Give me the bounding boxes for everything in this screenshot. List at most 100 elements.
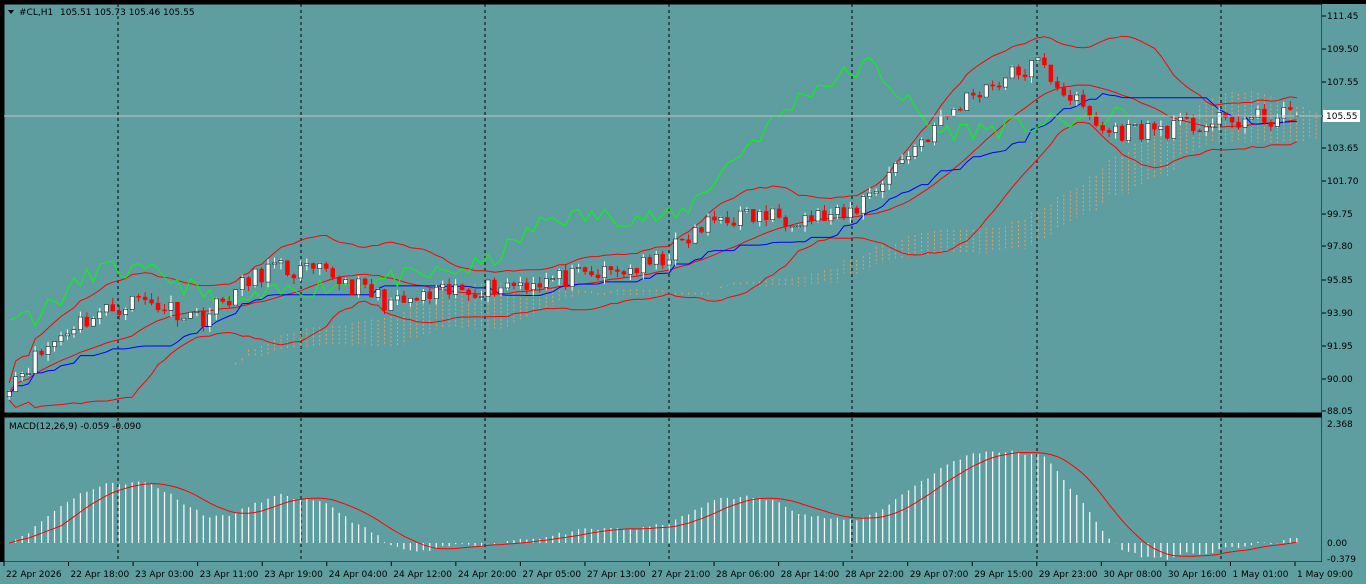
candle-body [453, 284, 458, 295]
candle-body [938, 115, 944, 126]
candle-body [6, 391, 12, 397]
candle-body [828, 214, 834, 222]
candle-body [634, 268, 640, 274]
candle-body [628, 268, 633, 275]
triangle-down-icon[interactable] [8, 10, 14, 14]
candle-body [472, 294, 478, 298]
candle-body [1126, 124, 1131, 141]
candle-body [563, 270, 568, 287]
candle-body [1158, 126, 1164, 130]
candle-body [576, 267, 581, 269]
candle-body [188, 312, 193, 319]
candle-body [1203, 126, 1209, 132]
candle-body [977, 94, 982, 98]
candle-body [621, 271, 627, 275]
candle-body [822, 210, 827, 222]
candle-body [705, 216, 711, 233]
candle-body [1145, 123, 1151, 140]
candle-body [1171, 120, 1177, 139]
macd-histogram [9, 450, 1298, 560]
candle-body [958, 108, 963, 111]
time-tick-label: 29 Apr 23:00 [1039, 570, 1098, 580]
candle-body [84, 316, 90, 327]
candle-body [848, 207, 853, 219]
candle-body [1249, 117, 1254, 120]
candle-body [246, 277, 251, 287]
candle-body [78, 316, 83, 330]
candle-body [201, 311, 206, 327]
candle-body [712, 216, 717, 221]
candle-body [1113, 125, 1118, 133]
candle-body [142, 296, 148, 300]
price-tick-label: 109.50 [1327, 45, 1359, 55]
candle-body [1223, 112, 1228, 118]
candle-body [427, 291, 433, 299]
candle-body [1048, 64, 1054, 82]
candle-body [317, 263, 323, 269]
macd-tick-label: 0.00 [1327, 539, 1347, 549]
candle-body [168, 302, 174, 311]
candle-body [414, 298, 420, 301]
candle-body [369, 284, 374, 298]
candle-body [666, 259, 672, 266]
candle-body [91, 318, 96, 327]
time-tick-label: 29 Apr 15:00 [974, 570, 1033, 580]
candle-body [854, 207, 860, 214]
candle-body [401, 295, 407, 303]
candle-body [1210, 123, 1215, 128]
candle-body [214, 298, 219, 315]
price-pane[interactable] [3, 3, 1323, 414]
candle-body [718, 217, 724, 221]
candle-body [375, 289, 381, 298]
candle-body [278, 260, 284, 264]
candle-body [582, 267, 588, 272]
time-tick-label: 28 Apr 06:00 [716, 570, 775, 580]
candle-body [440, 284, 445, 288]
candle-body [543, 278, 549, 288]
candle-body [835, 207, 840, 215]
chikou-span [9, 57, 1129, 328]
candle-body [272, 262, 277, 265]
period-separators [117, 4, 1222, 562]
price-tick-label: 91.95 [1327, 342, 1353, 352]
current-price-tag [1323, 110, 1360, 122]
macd-tick-label: 2.368 [1327, 420, 1353, 430]
candle-body [919, 139, 924, 147]
candle-body [867, 192, 872, 197]
bollinger-middle [8, 84, 1297, 392]
candle-body [679, 238, 685, 241]
candle-body [207, 313, 213, 327]
candle-body [647, 257, 653, 265]
candle-body [524, 282, 530, 290]
candle-body [809, 215, 814, 222]
candle-body [239, 277, 245, 290]
candle-body [751, 209, 756, 222]
ichimoku-cloud [235, 91, 1317, 365]
candle-body [1216, 112, 1222, 125]
candle-body [13, 376, 18, 392]
price-tick-label: 99.75 [1327, 210, 1353, 220]
time-tick-label: 28 Apr 22:00 [845, 570, 904, 580]
candle-body [408, 298, 413, 303]
candle-body [1255, 108, 1261, 118]
candle-body [116, 310, 122, 315]
candle-body [343, 279, 348, 285]
candle-body [880, 183, 885, 192]
price-axis: 111.45 109.50 107.55 103.65 101.70 99.75 97.80… [1322, 12, 1359, 565]
price-axis-area [1322, 4, 1366, 562]
candle-body [1081, 94, 1086, 107]
candle-body [660, 254, 665, 266]
candle-body [763, 211, 769, 220]
time-tick-label: 28 Apr 14:00 [781, 570, 840, 580]
candle-body [265, 263, 271, 283]
candle-body [1236, 121, 1241, 128]
time-axis-area [0, 562, 1366, 584]
time-tick-label: 24 Apr 20:00 [458, 570, 517, 580]
time-tick-label: 1 May 01:00 [1232, 570, 1288, 580]
bollinger-upper [8, 35, 1297, 384]
candle-body [388, 299, 394, 311]
time-tick-label: 27 Apr 13:00 [587, 570, 646, 580]
candle-body [531, 283, 536, 290]
